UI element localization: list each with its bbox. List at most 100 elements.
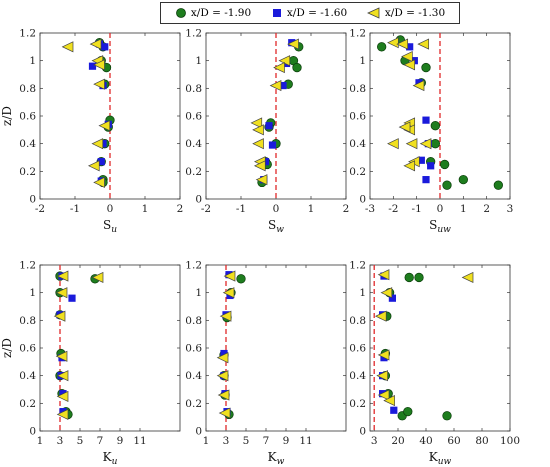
circle-marker-icon: [175, 8, 186, 18]
data-point-xd-190: [440, 159, 450, 170]
x-tick-label: 2: [177, 203, 184, 215]
x-tick-label: 60: [447, 435, 460, 447]
y-tick-label: 0: [29, 194, 36, 206]
y-tick-label: 0.4: [349, 370, 366, 382]
data-point-xd-130: [273, 62, 285, 74]
x-tick-label: -3: [365, 203, 375, 215]
y-tick-label: 0.6: [19, 111, 36, 123]
data-point-xd-130: [403, 59, 416, 71]
data-point-xd-130: [380, 287, 393, 299]
data-point-xd-130: [252, 138, 264, 150]
data-point-xd-130: [223, 270, 236, 282]
chart-panel-6: 0 0.2 0.4 0.6 0.8 1 1.2 3 20 40 60 80 100 Kuw: [349, 260, 520, 467]
y-tick-label: 1: [195, 287, 202, 299]
x-tick-label: -2: [388, 203, 398, 215]
x-tick-label: -2: [201, 203, 211, 215]
x-tick-label: 40: [419, 435, 432, 447]
square-marker-icon: [272, 9, 281, 17]
x-axis-label: Kuw: [429, 450, 452, 467]
data-point-xd-130: [91, 138, 104, 150]
legend-label-2: x/D = -1.60: [286, 7, 348, 19]
x-tick-label: 2: [483, 203, 490, 215]
x-tick-label: -1: [412, 203, 422, 215]
data-point-xd-190: [442, 411, 452, 421]
data-point-xd-190: [493, 180, 503, 190]
x-tick-label: 0: [273, 203, 280, 215]
y-tick-label: 0.6: [185, 343, 202, 355]
data-point-xd-130: [55, 350, 68, 362]
data-point-xd-190: [292, 62, 302, 73]
data-point-xd-130: [401, 50, 413, 63]
y-tick-label: 1: [359, 55, 366, 67]
x-tick-label: 1: [142, 203, 149, 215]
data-point-xd-130: [56, 390, 69, 402]
data-point-xd-190: [414, 272, 424, 283]
x-tick-label: 3: [371, 435, 378, 447]
data-point-xd-160: [88, 62, 97, 70]
y-tick-label: 0.8: [185, 83, 202, 95]
data-point-xd-160: [68, 294, 76, 302]
y-tick-label: 0.2: [185, 166, 202, 178]
y-tick-label: 0: [359, 194, 366, 206]
y-tick-label: 0.4: [19, 370, 36, 382]
y-tick-label: 1: [359, 287, 366, 299]
data-point-xd-130: [250, 117, 263, 129]
y-tick-label: 1.2: [349, 28, 366, 40]
y-tick-label: 1.2: [185, 260, 202, 272]
legend: x/D = -1.90 x/D = -1.60 x/D = -1.30: [160, 2, 460, 24]
data-point-xd-130: [253, 160, 266, 172]
x-tick-label: 5: [77, 435, 84, 447]
data-point-xd-160: [265, 122, 273, 130]
x-axis-label: Su: [103, 218, 117, 235]
data-point-xd-130: [377, 389, 390, 401]
data-point-xd-130: [269, 80, 282, 92]
data-point-xd-130: [383, 395, 395, 407]
x-tick-label: 1: [460, 203, 467, 215]
y-tick-label: 1.2: [349, 260, 366, 272]
x-axis-label: Ku: [103, 450, 118, 467]
data-point-xd-160: [101, 43, 109, 51]
chart-panel-4: 0 0.2 0.4 0.6 0.8 1 1.2 1 3 5 7 9 11 Ku z/D: [0, 260, 181, 467]
data-point-xd-130: [412, 80, 425, 92]
x-tick-label: -1: [70, 203, 80, 215]
data-point-xd-130: [376, 370, 388, 382]
triangle-left-marker-icon: [366, 7, 380, 19]
y-tick-label: 0.4: [19, 138, 36, 150]
data-point-xd-130: [387, 37, 399, 49]
y-tick-label: 0: [359, 426, 366, 438]
data-point-xd-160: [268, 141, 277, 149]
x-tick-label: 2: [343, 203, 350, 215]
x-axis-label-subscript: uw: [438, 457, 452, 467]
y-tick-label: 0.6: [349, 343, 366, 355]
x-tick-label: 80: [475, 435, 488, 447]
data-point-xd-160: [220, 349, 228, 358]
data-point-xd-190: [404, 272, 414, 283]
data-point-xd-130: [387, 138, 399, 150]
data-point-xd-130: [93, 59, 105, 71]
data-point-xd-130: [93, 176, 105, 188]
data-point-xd-130: [377, 349, 390, 361]
y-tick-label: 0: [195, 194, 202, 206]
chart-panel-5: 0 0.2 0.4 0.6 0.8 1 1.2 1 3 5 7 9 11 Kw: [185, 260, 347, 467]
chart-panel-1: 0 0.2 0.4 0.6 0.8 1 1.2 -2 -1 0 1 2 Su z/D: [0, 28, 183, 236]
plot-frame: [205, 264, 347, 432]
y-tick-label: 1: [195, 55, 202, 67]
data-point-xd-130: [419, 138, 432, 150]
x-axis-label-subscript: u: [112, 457, 118, 467]
data-point-xd-130: [216, 352, 229, 364]
y-tick-label: 0.2: [349, 166, 366, 178]
data-point-xd-190: [442, 180, 452, 190]
data-point-xd-190: [236, 274, 246, 284]
x-tick-label: 9: [283, 435, 290, 447]
x-tick-label: 3: [57, 435, 64, 447]
data-point-xd-130: [91, 271, 104, 284]
data-point-xd-190: [421, 62, 431, 73]
data-point-xd-160: [406, 43, 414, 51]
legend-item-2: x/D = -1.60: [271, 7, 347, 19]
x-tick-label: 7: [263, 435, 270, 447]
data-point-xd-130: [396, 38, 409, 50]
x-tick-label: 7: [97, 435, 104, 447]
x-axis-label: Sw: [268, 218, 284, 235]
data-point-xd-130: [403, 160, 416, 172]
